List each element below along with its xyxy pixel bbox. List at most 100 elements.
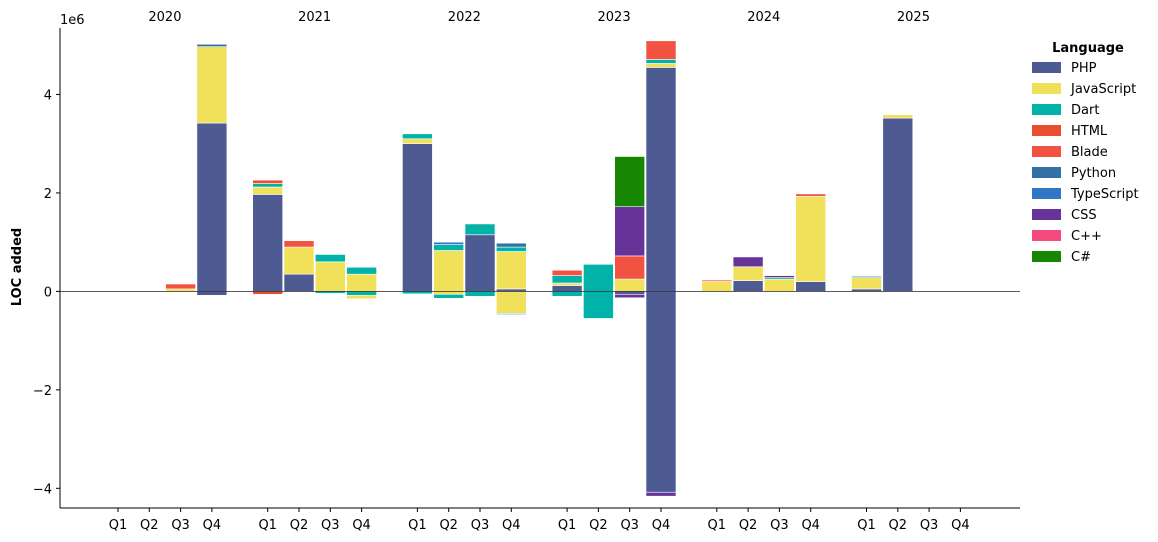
bar-segment-2021-Q2-php (283, 273, 315, 292)
y-tick-label: −4 (33, 482, 52, 497)
bar-segment-2021-Q2-javascript (283, 246, 315, 275)
x-tick-label-2023-Q3: Q3 (620, 518, 639, 533)
bar-segment-2023-Q2-dart (583, 291, 614, 319)
x-tick-label-2021-Q2: Q2 (290, 518, 309, 533)
x-tick-label-2023-Q2: Q2 (589, 518, 608, 533)
bar-segment-2023-Q1-javascript (551, 282, 583, 286)
x-tick-label-2020-Q2: Q2 (140, 518, 159, 533)
y-tick-label: 2 (44, 187, 52, 202)
year-label-2021: 2021 (298, 10, 331, 25)
bar-segment-2023-Q3-css (614, 206, 646, 257)
x-tick-label-2025-Q1: Q1 (857, 518, 876, 533)
year-label-2023: 2023 (598, 10, 631, 25)
x-tick-label-2022-Q4: Q4 (502, 518, 521, 533)
bar-segment-2022-Q4-javascript (495, 251, 527, 290)
legend-swatch-cpp (1032, 230, 1061, 241)
legend-label-typescript: TypeScript (1070, 187, 1139, 202)
legend-swatch-dart (1032, 104, 1061, 115)
bar-segment-2022-Q1-javascript (402, 138, 433, 144)
legend-label-php: PHP (1071, 61, 1097, 76)
bar-segment-2021-Q1-php (252, 194, 283, 292)
legend-label-blade: Blade (1071, 145, 1108, 160)
x-tick-label-2024-Q4: Q4 (801, 518, 820, 533)
bar-segment-2023-Q3-php (614, 291, 646, 295)
bar-segment-2024-Q3-css (764, 275, 795, 278)
bar-segment-2024-Q1-javascript (701, 281, 733, 292)
x-tick-label-2025-Q4: Q4 (951, 518, 970, 533)
bar-segment-2021-Q1-javascript (252, 186, 283, 195)
bars-layer (165, 40, 914, 497)
bar-segment-2021-Q4-dart (346, 291, 377, 296)
bar-segment-2020-Q4-python (196, 43, 228, 48)
x-axis-ticks: Q1 Q2 Q3 Q4 Q1 Q2 Q3 Q4 Q1 Q2 Q3 Q4 Q1 Q2 Q3 Q4 Q1 Q2 Q3 Q4… (109, 508, 970, 533)
bar-segment-2021-Q4-javascript (346, 295, 377, 300)
x-tick-label-2023-Q1: Q1 (558, 518, 577, 533)
bar-segment-2022-Q4-python (495, 242, 527, 248)
bar-segment-2022-Q1-php (402, 143, 433, 292)
bar-segment-2021-Q1-dart (252, 183, 283, 188)
legend-label-csharp: C# (1071, 250, 1091, 265)
legend-swatch-csharp (1032, 251, 1061, 262)
legend-label-css: CSS (1071, 208, 1097, 223)
bar-segment-2022-Q2-javascript (433, 250, 465, 292)
bar-segment-2023-Q1-php (551, 285, 583, 292)
bar-segment-2021-Q3-javascript (314, 261, 346, 292)
bar-segment-2024-Q4-javascript (795, 196, 827, 282)
bar-segment-2024-Q2-css (732, 256, 764, 268)
x-tick-label-2021-Q1: Q1 (258, 518, 277, 533)
bar-segment-2022-Q3-dart (464, 291, 496, 297)
bar-segment-2023-Q4-dart (645, 59, 677, 64)
bar-segment-2021-Q3-dart (314, 254, 346, 263)
legend-label-dart: Dart (1071, 103, 1099, 118)
bar-segment-2022-Q2-dart (433, 294, 465, 299)
y-tick-label: 0 (44, 285, 52, 300)
x-tick-label-2020-Q1: Q1 (109, 518, 128, 533)
bar-segment-2022-Q3-php (464, 234, 496, 292)
bar-segment-2020-Q4-php (196, 291, 228, 296)
legend-label-html: HTML (1071, 124, 1108, 139)
bar-segment-2023-Q2-dart (583, 264, 614, 292)
bar-segment-2023-Q4-php (645, 291, 677, 493)
x-tick-label-2024-Q2: Q2 (739, 518, 758, 533)
year-label-2024: 2024 (747, 10, 780, 25)
bar-segment-2023-Q1-dart (551, 291, 583, 297)
bar-segment-2024-Q2-javascript (732, 266, 764, 281)
x-tick-label-2020-Q3: Q3 (171, 518, 190, 533)
bar-segment-2024-Q1-blade (701, 279, 733, 282)
legend: Language PHP JavaScript Dart HTML Blade Pytho… (1032, 41, 1139, 265)
legend-swatch-python (1032, 167, 1061, 178)
bar-segment-2021-Q1-html (252, 291, 283, 295)
bar-segment-2023-Q3-javascript (614, 278, 646, 292)
bar-segment-2023-Q4-css (645, 491, 677, 497)
x-tick-label-2024-Q1: Q1 (708, 518, 727, 533)
bar-segment-2025-Q1-javascript (851, 277, 882, 290)
bar-segment-2023-Q4-php (645, 67, 677, 292)
x-tick-label-2022-Q3: Q3 (471, 518, 490, 533)
legend-title: Language (1052, 41, 1124, 56)
year-label-2025: 2025 (897, 10, 930, 25)
bar-segment-2022-Q4-dart (495, 246, 527, 252)
x-tick-label-2022-Q2: Q2 (439, 518, 458, 533)
legend-swatch-php (1032, 62, 1061, 73)
bar-segment-2021-Q4-dart (346, 266, 377, 275)
bar-segment-2021-Q4-javascript (346, 273, 377, 292)
bar-segment-2024-Q3-javascript (764, 278, 795, 292)
x-tick-label-2025-Q2: Q2 (889, 518, 908, 533)
bar-segment-2022-Q2-javascript (433, 291, 465, 295)
legend-label-javascript: JavaScript (1070, 82, 1136, 97)
bar-segment-2025-Q2-php (882, 117, 914, 292)
bar-segment-2022-Q4-typescript (495, 313, 527, 315)
bar-segment-2021-Q2-blade (283, 240, 315, 248)
legend-swatch-javascript (1032, 83, 1061, 94)
x-tick-label-2021-Q4: Q4 (352, 518, 371, 533)
bar-segment-2020-Q3-blade (165, 283, 196, 290)
legend-swatch-css (1032, 209, 1061, 220)
legend-label-cpp: C++ (1071, 229, 1102, 244)
y-axis-ticks: −4 −2 0 2 4 (33, 88, 60, 497)
x-tick-label-2022-Q1: Q1 (408, 518, 427, 533)
legend-swatch-typescript (1032, 188, 1061, 199)
y-tick-label: 4 (44, 88, 52, 103)
x-tick-label-2024-Q3: Q3 (770, 518, 789, 533)
bar-segment-2022-Q2-typescript (433, 241, 465, 245)
bar-segment-2023-Q4-javascript (645, 63, 677, 68)
